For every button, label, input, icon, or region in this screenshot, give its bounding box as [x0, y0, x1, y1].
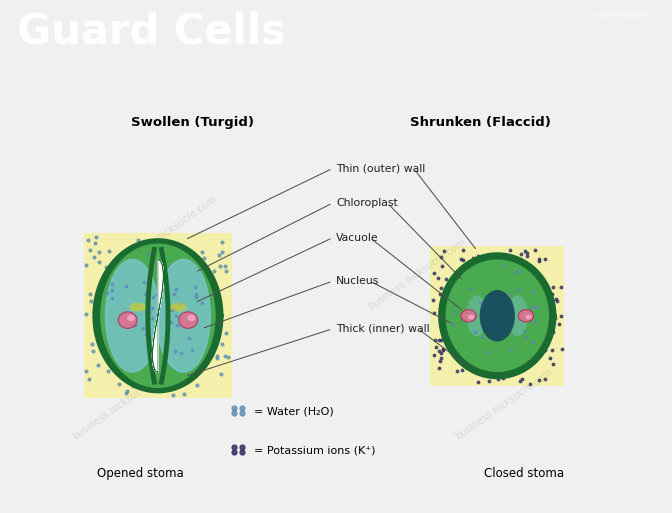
Text: = Water (H₂O): = Water (H₂O): [254, 406, 334, 416]
Ellipse shape: [127, 314, 135, 321]
Text: business.nicksucre.com: business.nicksucre.com: [454, 367, 554, 442]
Ellipse shape: [169, 303, 187, 311]
Ellipse shape: [466, 295, 487, 337]
Bar: [430, 246, 564, 386]
Text: business.nicksucre.com: business.nicksucre.com: [71, 367, 171, 442]
Ellipse shape: [179, 312, 198, 328]
Text: Chloroplast: Chloroplast: [336, 198, 398, 208]
Polygon shape: [101, 244, 215, 387]
Polygon shape: [106, 260, 159, 372]
Ellipse shape: [518, 309, 534, 322]
Ellipse shape: [507, 295, 528, 337]
Text: Closed stoma: Closed stoma: [485, 467, 564, 481]
Text: Guard Cells: Guard Cells: [17, 11, 286, 53]
Ellipse shape: [118, 312, 137, 328]
Text: business.nicksucre.com: business.nicksucre.com: [366, 237, 467, 312]
Ellipse shape: [461, 309, 476, 322]
Text: Opened stoma: Opened stoma: [97, 467, 184, 481]
Text: Swollen (Turgid): Swollen (Turgid): [131, 116, 254, 129]
Ellipse shape: [129, 303, 146, 311]
Bar: [84, 233, 232, 398]
Polygon shape: [157, 260, 210, 372]
Text: = Potassium ions (K⁺): = Potassium ions (K⁺): [254, 445, 376, 455]
Polygon shape: [153, 260, 163, 372]
Polygon shape: [440, 254, 554, 378]
Text: Shrunken (Flaccid): Shrunken (Flaccid): [410, 116, 551, 129]
Text: Thick (inner) wall: Thick (inner) wall: [336, 324, 429, 334]
Text: Vacuole: Vacuole: [336, 233, 378, 243]
Ellipse shape: [468, 314, 474, 320]
Polygon shape: [94, 240, 222, 391]
Text: ✔ Sciencelebit: ✔ Sciencelebit: [591, 10, 646, 19]
Ellipse shape: [480, 290, 515, 342]
Polygon shape: [446, 260, 548, 371]
Text: Thin (outer) wall: Thin (outer) wall: [336, 163, 425, 173]
Ellipse shape: [526, 314, 532, 320]
Ellipse shape: [187, 314, 196, 321]
Text: Nucleus: Nucleus: [336, 276, 380, 286]
Text: business.nicksucre.com: business.nicksucre.com: [118, 194, 218, 269]
